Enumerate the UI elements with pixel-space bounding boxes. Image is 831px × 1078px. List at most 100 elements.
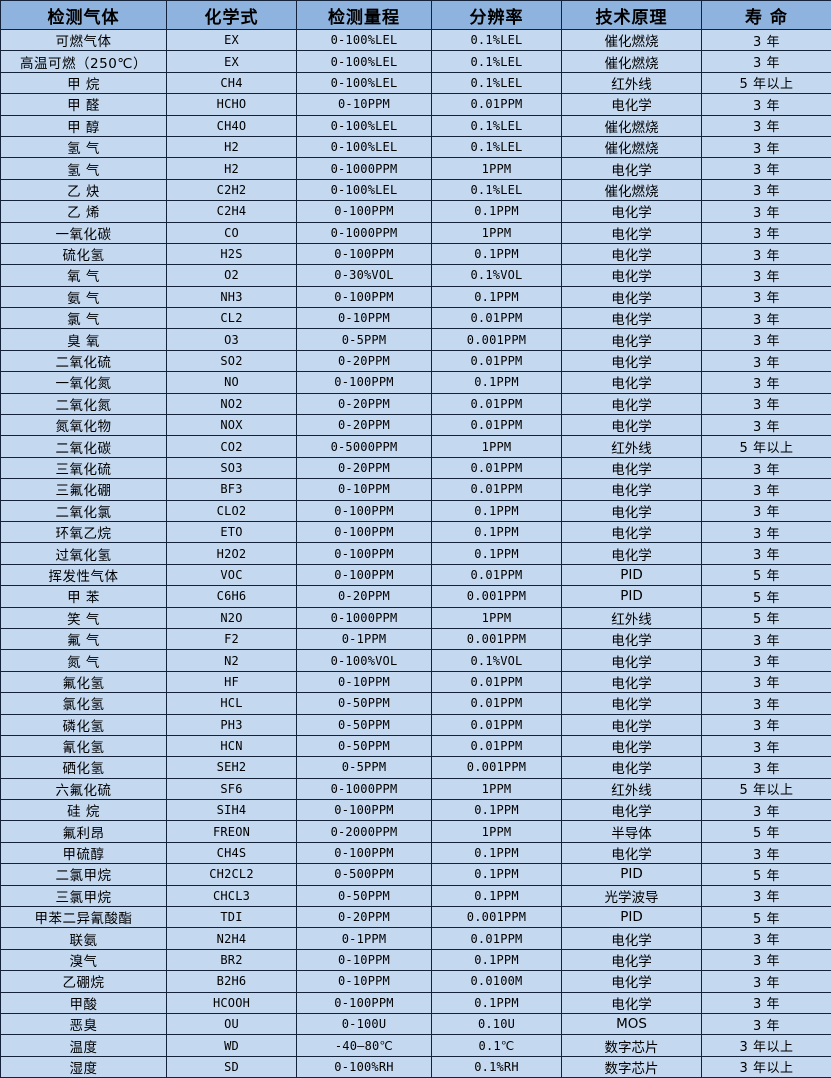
cell-formula: TDI [167,907,297,928]
cell-gas-name: 氨 气 [1,286,167,307]
cell-resolution: 0.1PPM [432,521,562,542]
cell-resolution: 0.1%LEL [432,136,562,157]
cell-range: 0-100PPM [297,564,432,585]
cell-lifespan: 3 年 [702,628,831,649]
cell-gas-name: 氟 气 [1,628,167,649]
cell-gas-name: 磷化氢 [1,714,167,735]
cell-range: 0-100%VOL [297,650,432,671]
cell-gas-name: 三氟化硼 [1,479,167,500]
cell-resolution: 0.1%VOL [432,265,562,286]
cell-gas-name: 乙硼烷 [1,971,167,992]
cell-range: 0-10PPM [297,671,432,692]
cell-technology: 红外线 [562,436,702,457]
cell-formula: B2H6 [167,971,297,992]
cell-resolution: 0.001PPM [432,586,562,607]
cell-resolution: 1PPM [432,778,562,799]
cell-technology: PID [562,586,702,607]
cell-formula: WD [167,1035,297,1056]
cell-formula: O3 [167,329,297,350]
cell-formula: SD [167,1056,297,1077]
cell-formula: HCHO [167,94,297,115]
cell-technology: 数字芯片 [562,1056,702,1077]
cell-formula: NH3 [167,286,297,307]
cell-gas-name: 六氟化硫 [1,778,167,799]
cell-gas-name: 笑 气 [1,607,167,628]
cell-range: 0-2000PPM [297,821,432,842]
cell-lifespan: 3 年 [702,201,831,222]
cell-lifespan: 3 年 [702,179,831,200]
cell-technology: 电化学 [562,457,702,478]
cell-range: 0-100PPM [297,521,432,542]
cell-gas-name: 温度 [1,1035,167,1056]
cell-formula: SIH4 [167,800,297,821]
cell-technology: 电化学 [562,671,702,692]
cell-technology: 红外线 [562,778,702,799]
cell-range: 0-500PPM [297,864,432,885]
cell-range: 0-10PPM [297,94,432,115]
cell-range: 0-100PPM [297,372,432,393]
cell-gas-name: 二氧化碳 [1,436,167,457]
cell-range: 0-100%RH [297,1056,432,1077]
cell-gas-name: 甲 醛 [1,94,167,115]
cell-range: 0-100%LEL [297,179,432,200]
cell-formula: NO2 [167,393,297,414]
column-header-lifespan: 寿 命 [702,1,831,30]
cell-resolution: 0.01PPM [432,564,562,585]
cell-range: 0-100PPM [297,842,432,863]
cell-gas-name: 湿度 [1,1056,167,1077]
cell-gas-name: 甲硫醇 [1,842,167,863]
cell-resolution: 0.01PPM [432,479,562,500]
cell-formula: H2 [167,158,297,179]
cell-lifespan: 3 年 [702,222,831,243]
cell-resolution: 0.1%LEL [432,72,562,93]
cell-resolution: 0.1℃ [432,1035,562,1056]
cell-resolution: 0.1PPM [432,885,562,906]
cell-range: 0-100%LEL [297,115,432,136]
cell-range: 0-50PPM [297,885,432,906]
cell-technology: 电化学 [562,693,702,714]
cell-lifespan: 3 年 [702,329,831,350]
cell-formula: NOX [167,415,297,436]
cell-lifespan: 3 年 [702,350,831,371]
cell-resolution: 0.1%LEL [432,30,562,51]
cell-gas-name: 高温可燃（250℃） [1,51,167,72]
cell-resolution: 0.001PPM [432,907,562,928]
cell-formula: H2O2 [167,543,297,564]
cell-lifespan: 3 年 [702,1013,831,1034]
cell-range: 0-100PPM [297,800,432,821]
cell-gas-name: 甲 苯 [1,586,167,607]
cell-lifespan: 3 年 [702,800,831,821]
cell-resolution: 0.10U [432,1013,562,1034]
cell-technology: 电化学 [562,393,702,414]
cell-lifespan: 3 年 [702,372,831,393]
cell-gas-name: 氟化氢 [1,671,167,692]
cell-gas-name: 氰化氢 [1,735,167,756]
cell-lifespan: 3 年 [702,521,831,542]
cell-range: 0-20PPM [297,457,432,478]
cell-range: 0-10PPM [297,971,432,992]
cell-formula: H2 [167,136,297,157]
cell-technology: 红外线 [562,72,702,93]
cell-formula: OU [167,1013,297,1034]
cell-range: 0-20PPM [297,415,432,436]
cell-range: 0-100PPM [297,243,432,264]
cell-technology: 电化学 [562,94,702,115]
cell-technology: 红外线 [562,607,702,628]
cell-resolution: 0.01PPM [432,735,562,756]
cell-range: 0-50PPM [297,693,432,714]
cell-lifespan: 3 年 [702,671,831,692]
